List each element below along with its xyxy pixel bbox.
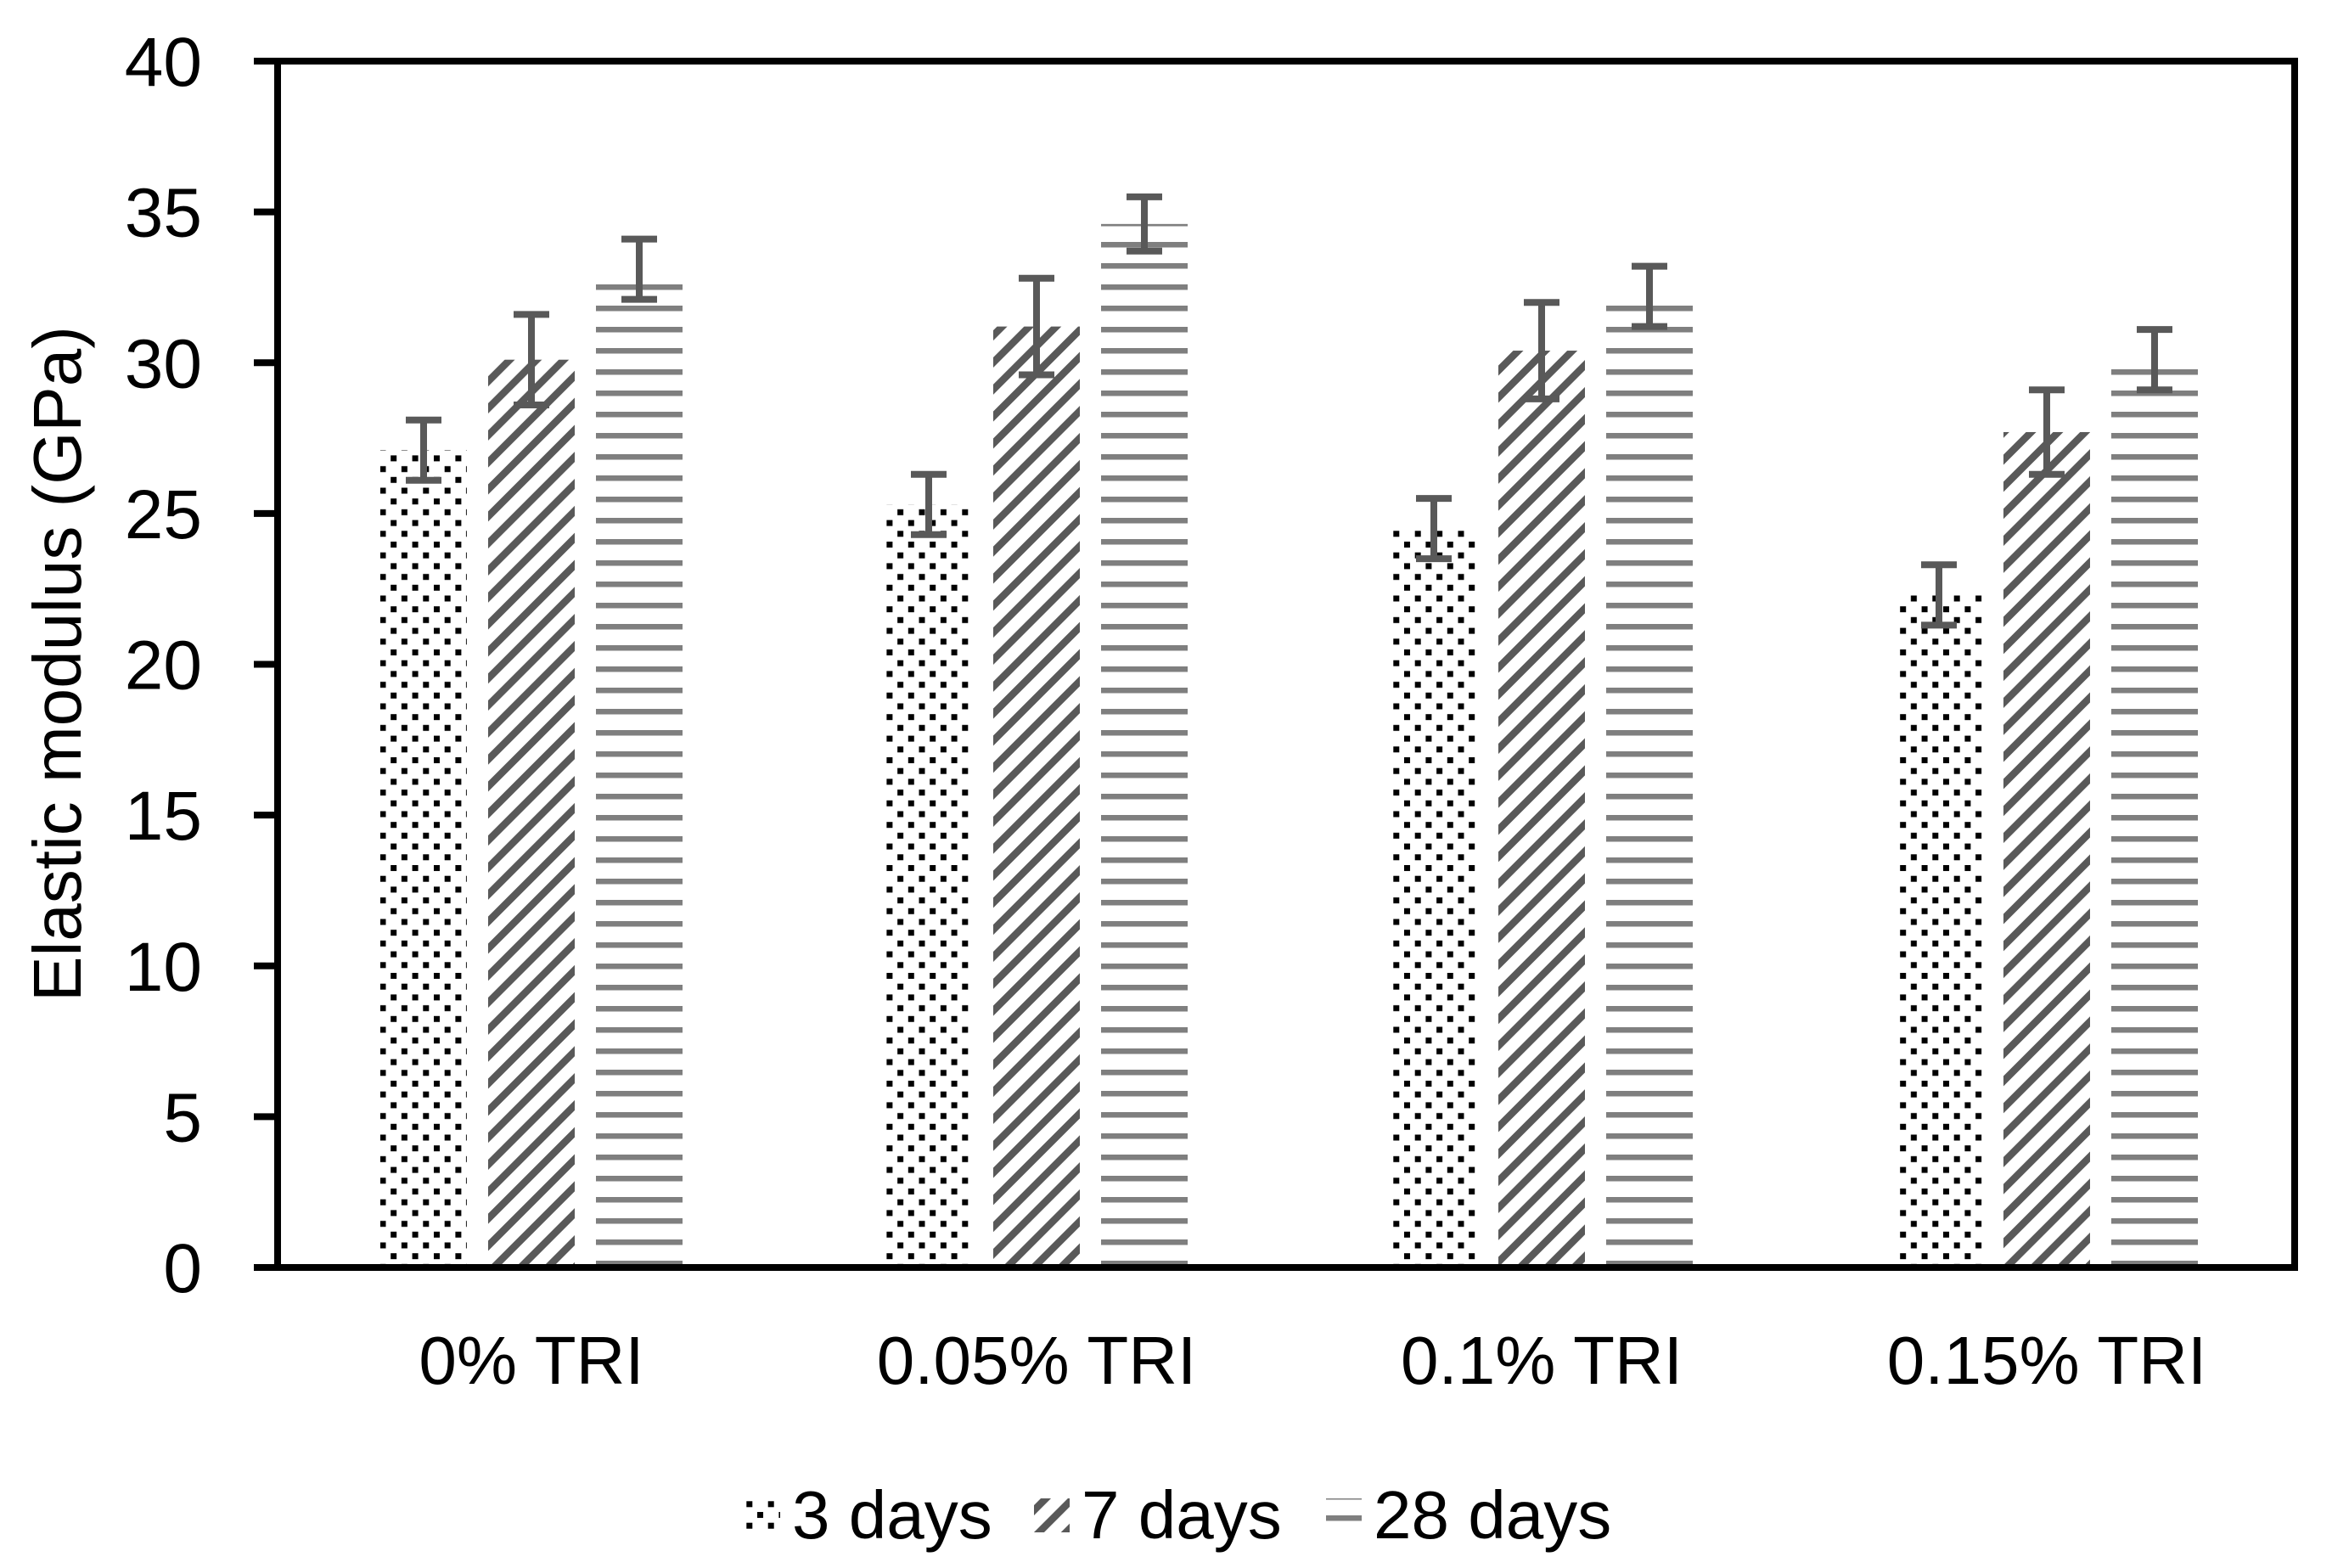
error-bar	[1524, 299, 1559, 402]
x-axis-label-0TRI: 0% TRI	[419, 1323, 643, 1398]
legend-label-3-days: 3 days	[792, 1477, 992, 1553]
y-axis-tick-label: 20	[125, 627, 202, 705]
bar-28-days-0.05TRI	[1101, 223, 1188, 1268]
bar-28-days-0.15TRI	[2111, 359, 2198, 1267]
y-axis-tick-label: 5	[163, 1079, 202, 1156]
bar-3-days-0TRI	[380, 450, 467, 1267]
error-bar	[1921, 561, 1957, 629]
error-bar	[1416, 495, 1452, 563]
error-bar	[2137, 326, 2172, 394]
y-axis-tick-label: 35	[125, 175, 202, 252]
error-bar	[1632, 262, 1667, 330]
legend-swatch-diagonal	[1034, 1498, 1070, 1532]
legend-swatch-dots	[745, 1498, 780, 1532]
plot-border	[274, 58, 2298, 1271]
y-axis-tick-label: 25	[125, 476, 202, 554]
bar-7-days-0.15TRI	[2003, 431, 2090, 1267]
error-bar	[1019, 274, 1054, 379]
bar-28-days-0TRI	[596, 269, 683, 1267]
legend-label-28-days: 28 days	[1374, 1477, 1611, 1553]
error-bar	[621, 235, 657, 303]
error-bar	[1127, 193, 1162, 255]
error-bar	[2029, 386, 2065, 478]
x-axis-label-0.1TRI: 0.1% TRI	[1401, 1323, 1683, 1398]
bar-28-days-0.1TRI	[1606, 296, 1693, 1268]
y-axis-tick-label: 40	[125, 24, 202, 101]
x-axis-label-0.15TRI: 0.15% TRI	[1887, 1323, 2206, 1398]
y-axis-tick-label: 0	[163, 1230, 202, 1307]
bar-7-days-0.05TRI	[993, 326, 1080, 1267]
error-bar	[406, 416, 441, 484]
bar-3-days-0.05TRI	[885, 504, 972, 1267]
legend: 3 days 7 days 28 days	[745, 1477, 1611, 1553]
error-bar	[911, 470, 947, 538]
bar-3-days-0.1TRI	[1391, 528, 1477, 1267]
x-axis-label-0.05TRI: 0.05% TRI	[877, 1323, 1196, 1398]
y-axis-tick-label: 10	[125, 929, 202, 1006]
error-bar	[514, 311, 549, 408]
bar-7-days-0TRI	[488, 359, 575, 1267]
legend-label-7-days: 7 days	[1082, 1477, 1282, 1553]
y-axis-tick-label: 30	[125, 325, 202, 402]
y-axis-title: Elastic modulus (GPa)	[20, 326, 95, 1002]
legend-swatch-horizontal	[1326, 1498, 1362, 1532]
y-axis-tick-label: 15	[125, 778, 202, 855]
bar-7-days-0.1TRI	[1498, 351, 1585, 1267]
bar-3-days-0.15TRI	[1896, 594, 1982, 1267]
